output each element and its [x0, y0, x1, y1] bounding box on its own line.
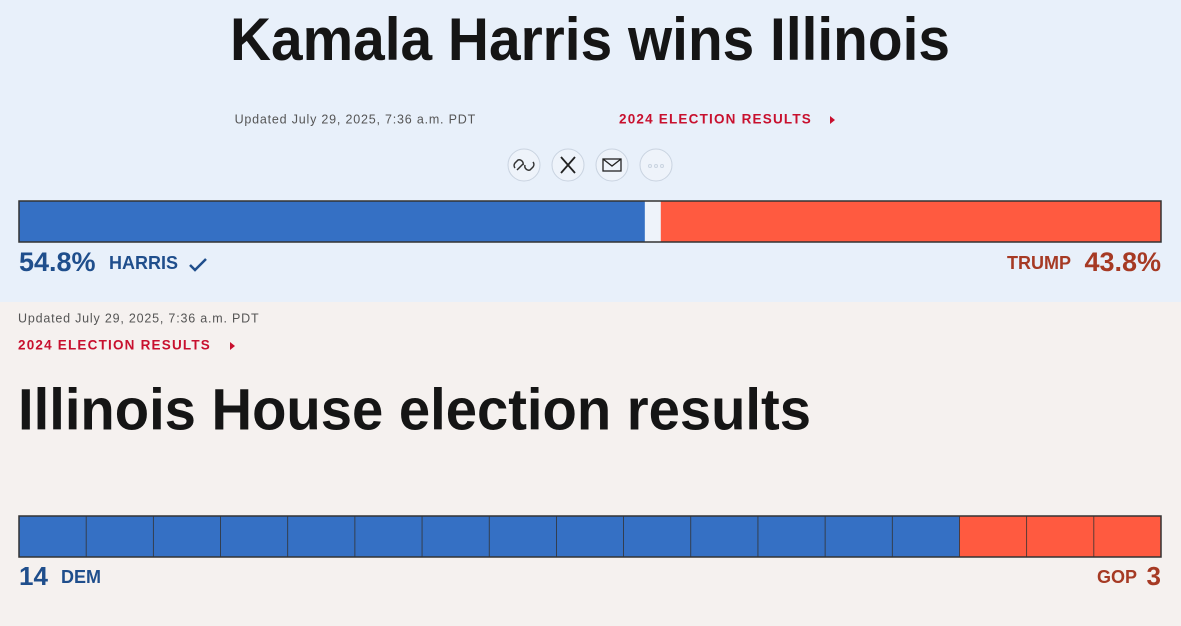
winner-check — [189, 258, 207, 272]
house-results-link[interactable]: 2024 ELECTION RESULTS — [18, 338, 211, 353]
trump-percent: 43.8% — [1084, 247, 1161, 277]
share-email[interactable] — [595, 148, 629, 182]
link-arrow — [830, 116, 835, 124]
trump-name: TRUMP — [1007, 253, 1071, 273]
seat-block — [959, 516, 1161, 557]
results-link[interactable]: 2024 ELECTION RESULTS — [619, 112, 812, 127]
house-title: Illinois House election results — [18, 377, 811, 442]
share-more[interactable] — [639, 148, 673, 182]
seat-bar-border — [18, 515, 1162, 558]
gop-seats: 3 — [1147, 561, 1161, 591]
dem-name: DEM — [61, 567, 101, 587]
vote-bars — [19, 201, 1161, 242]
hero-background — [0, 0, 1181, 302]
trump-bar — [660, 201, 1161, 242]
harris-bar — [19, 201, 645, 242]
seat-bars — [18, 515, 1162, 558]
gop-name: GOP — [1097, 567, 1137, 587]
house-updated: Updated July 29, 2025, 7:36 a.m. PDT — [18, 311, 259, 325]
link-arrow — [230, 342, 235, 350]
share-x[interactable] — [551, 148, 585, 182]
headline: Kamala Harris wins Illinois — [230, 6, 950, 73]
harris-percent: 54.8% — [19, 247, 96, 277]
share-link[interactable] — [507, 148, 541, 182]
updated-time: Updated July 29, 2025, 7:36 a.m. PDT — [235, 112, 476, 126]
vote-bar-border — [18, 200, 1162, 243]
harris-name: HARRIS — [109, 253, 178, 273]
house-background — [0, 302, 1181, 626]
dem-seats: 14 — [19, 561, 48, 591]
